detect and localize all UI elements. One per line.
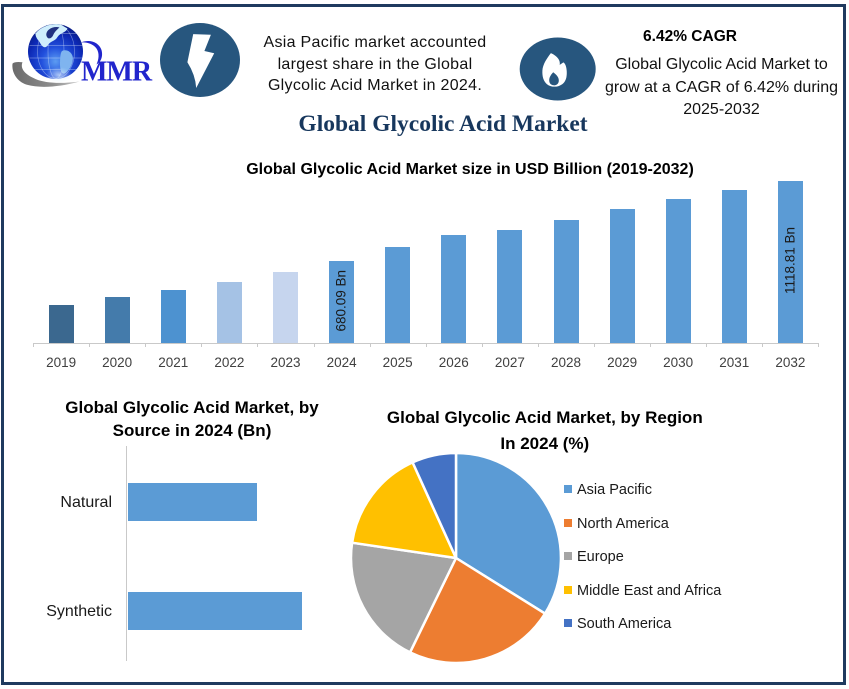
svg-text:MMR: MMR xyxy=(81,57,153,88)
